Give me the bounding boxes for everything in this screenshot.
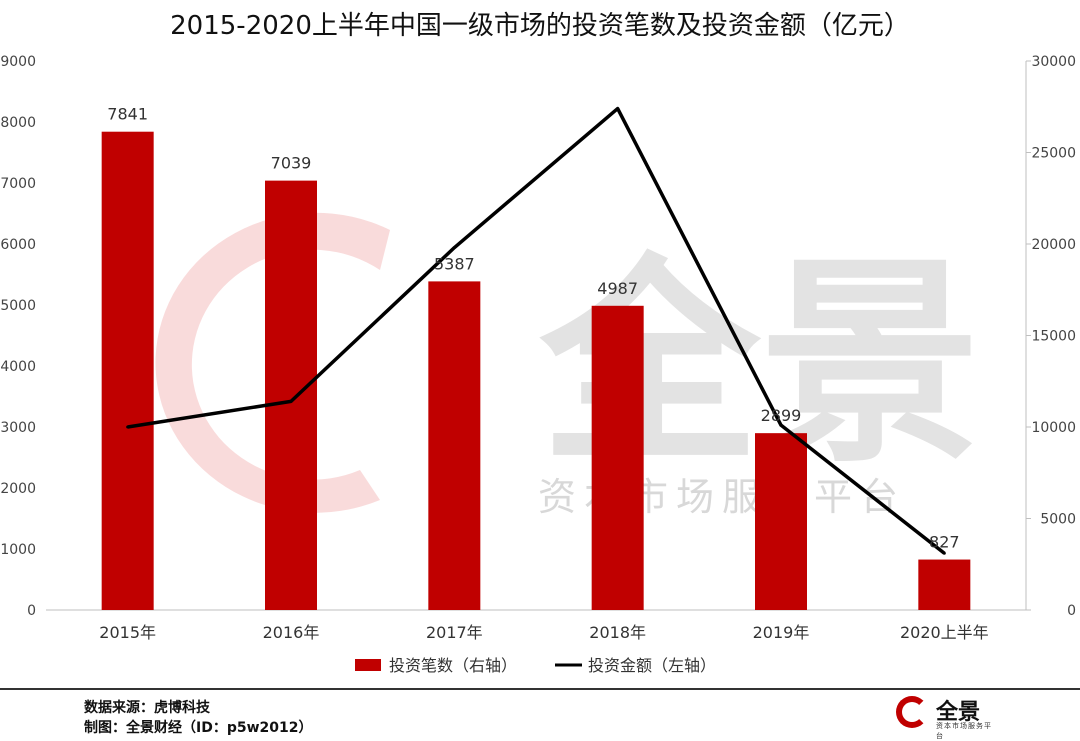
line-point [942,551,946,555]
bar [428,281,481,610]
y-left-tick-label: 4000 [0,359,36,375]
line-point [616,107,620,111]
bar-data-label: 4987 [597,279,638,298]
y-left-tick-label: 2000 [0,481,36,497]
y-left-tick-label: 6000 [0,237,36,253]
bar-data-label: 7841 [107,105,148,124]
y-right-tick-label: 30000 [1031,54,1076,70]
bars [101,131,971,610]
bar-data-label: 7039 [271,154,312,173]
axes: 0 1000 2000 3000 4000 5000 6000 7000 8000 9000 0 50… [0,54,1076,642]
legend-line-label: 投资金额（左轴） [588,656,716,675]
y-left-tick-label: 3000 [0,420,36,436]
legend: 投资笔数（右轴） 投资金额（左轴） [355,656,716,675]
line-point [289,399,293,403]
bar [101,131,154,610]
x-tick-label: 2016年 [263,623,320,642]
bar [591,305,644,610]
line-point [452,246,456,250]
logo-icon [896,696,928,728]
y-left-tick-label: 7000 [0,176,36,192]
y-right-tick-label: 15000 [1031,329,1076,345]
x-tick-label: 2018年 [589,623,646,642]
footer-credit: 制图：全景财经（ID：p5w2012） [84,720,313,736]
y-right-tick-label: 0 [1067,603,1076,619]
x-tick-label: 2017年 [426,623,483,642]
bar-data-label: 827 [929,533,960,552]
x-tick-label: 2020上半年 [900,623,989,642]
legend-bar-label: 投资笔数（右轴） [389,656,517,675]
bar [918,559,971,610]
logo-text: 全景 [936,700,981,725]
logo-subtext: 资本市场服务平台 [936,722,992,740]
watermark-logo-icon [155,212,390,513]
footer-source: 数据来源：虎博科技 [84,700,210,716]
bar [755,433,807,610]
chart-title: 2015-2020上半年中国一级市场的投资笔数及投资金额（亿元） [170,11,910,41]
line-path [127,106,946,555]
y-left-tick-label: 1000 [0,542,36,558]
y-left-tick-label: 8000 [0,115,36,131]
bar [265,180,317,610]
line-point [779,423,783,427]
bar-data-label: 2899 [761,406,802,425]
y-right-tick-label: 10000 [1031,420,1076,436]
brand-logo: 全景 资本市场服务平台 [896,694,996,740]
legend-bar-swatch [355,659,381,671]
x-tick-label: 2019年 [753,623,810,642]
bar-data-label: 5387 [434,254,475,273]
y-right-tick-label: 25000 [1031,146,1076,162]
y-left-tick-label: 5000 [0,298,36,314]
y-right-tick-label: 5000 [1040,512,1076,528]
data-labels: 7841 7039 5387 4987 2899 827 [107,105,959,552]
y-right-tick-label: 20000 [1031,237,1076,253]
y-left-tick-label: 9000 [0,54,36,70]
line-point [126,425,130,429]
chart: 全景 资本市场服务平台 2015-2020上半年中国一级市场的投资笔数及投资金额… [0,11,1076,675]
footer-divider [0,688,1080,690]
x-tick-label: 2015年 [99,623,156,642]
line-series [126,106,946,555]
y-left-tick-label: 0 [27,603,36,619]
